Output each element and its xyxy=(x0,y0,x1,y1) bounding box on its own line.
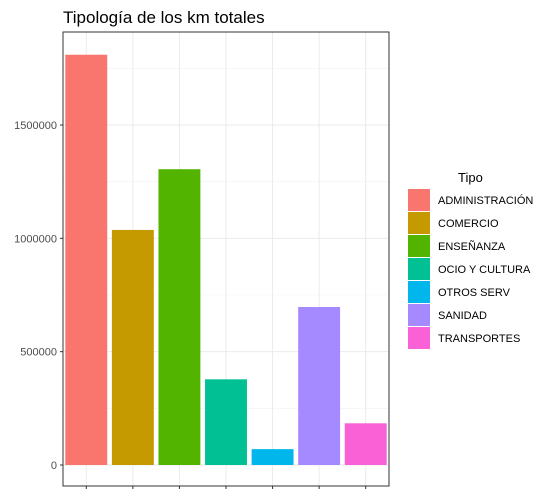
chart-title: Tipología de los km totales xyxy=(63,8,265,27)
legend-key-3 xyxy=(408,235,430,257)
legend-key-4 xyxy=(408,258,430,280)
legend-key-1 xyxy=(408,189,430,211)
legend-key-6 xyxy=(408,304,430,326)
y-tick-label: 0 xyxy=(51,460,57,472)
legend-title: Tipo xyxy=(458,170,483,185)
legend-label-6: SANIDAD xyxy=(438,310,487,322)
bars xyxy=(65,54,387,465)
legend-label-7: TRANSPORTES xyxy=(438,333,520,345)
legend: Tipo ADMINISTRACIÓN COMERCIO ENSEÑANZA OCIO… xyxy=(408,170,533,349)
bar-3 xyxy=(158,169,201,465)
legend-label-1: ADMINISTRACIÓN xyxy=(438,194,533,207)
legend-label-4: OCIO Y CULTURA xyxy=(438,264,531,276)
bar-6 xyxy=(298,307,341,465)
y-tick-label: 1000000 xyxy=(14,233,57,245)
y-tick-label: 1500000 xyxy=(14,120,57,132)
legend-label-3: ENSEÑANZA xyxy=(438,240,506,253)
y-axis: 0 500000 1000000 1500000 xyxy=(14,120,63,472)
y-tick-label: 500000 xyxy=(20,347,57,359)
bar-7 xyxy=(344,423,387,465)
bar-4 xyxy=(205,379,247,465)
legend-key-2 xyxy=(408,212,430,234)
bar-1 xyxy=(65,54,108,465)
legend-label-2: COMERCIO xyxy=(438,218,499,230)
legend-key-5 xyxy=(408,281,430,303)
legend-label-5: OTROS SERV xyxy=(438,287,511,299)
bar-2 xyxy=(111,229,154,465)
x-axis xyxy=(85,486,367,489)
bar-5 xyxy=(251,449,294,465)
legend-key-7 xyxy=(408,327,430,349)
